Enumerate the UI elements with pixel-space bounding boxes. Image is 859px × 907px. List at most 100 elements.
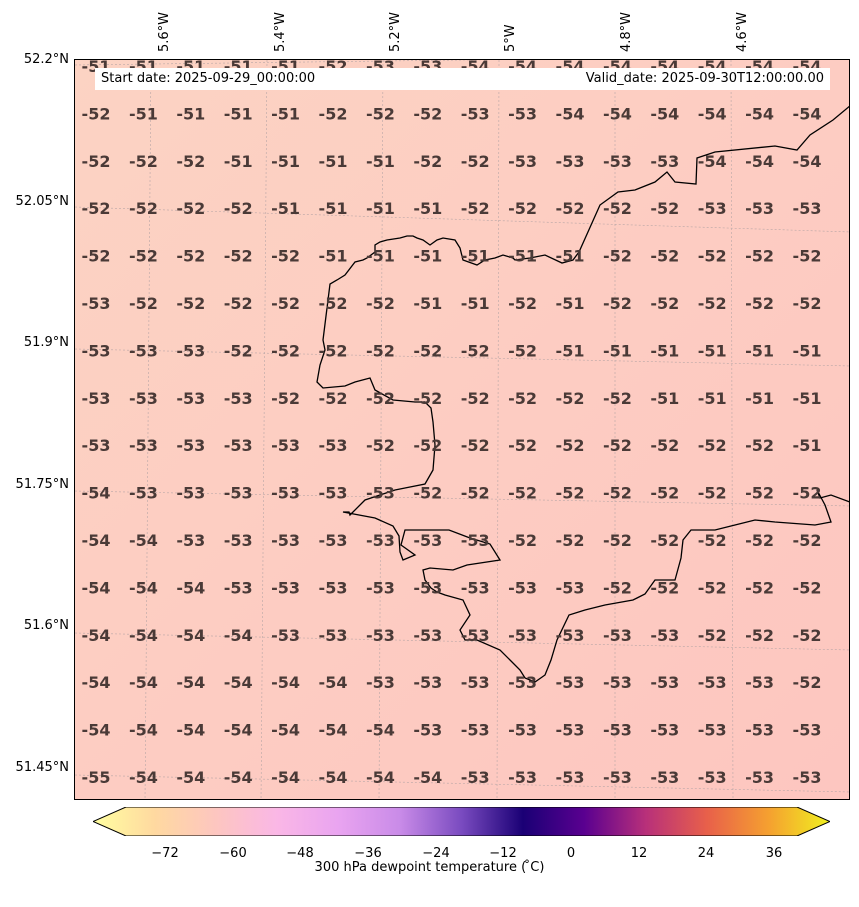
grid-value: -51 — [650, 389, 679, 408]
grid-value: -54 — [176, 578, 205, 597]
grid-value: -52 — [556, 531, 585, 550]
date-info-box: Start date: 2025-09-29_00:00:00 Valid_da… — [95, 68, 830, 90]
grid-value: -52 — [745, 626, 774, 645]
grid-value-layer: -51-51-51-51-51-52-53-53-54-54-54-54-54-… — [82, 60, 822, 787]
grid-value: -52 — [793, 673, 822, 692]
grid-value: -52 — [698, 247, 727, 266]
grid-value: -52 — [698, 436, 727, 455]
grid-value: -53 — [82, 341, 111, 360]
grid-value: -52 — [271, 341, 300, 360]
grid-value: -52 — [603, 436, 632, 455]
grid-value: -53 — [224, 436, 253, 455]
grid-value: -53 — [650, 626, 679, 645]
grid-value: -53 — [319, 436, 348, 455]
lon-label: 4.8°W — [619, 11, 634, 52]
grid-value: -54 — [271, 768, 300, 787]
grid-value: -52 — [650, 578, 679, 597]
grid-value: -52 — [366, 341, 395, 360]
grid-value: -53 — [271, 484, 300, 503]
grid-value: -53 — [556, 152, 585, 171]
grid-value: -53 — [650, 721, 679, 740]
grid-value: -54 — [129, 673, 158, 692]
grid-value: -52 — [556, 484, 585, 503]
grid-value: -54 — [271, 673, 300, 692]
grid-value: -53 — [224, 484, 253, 503]
grid-value: -52 — [508, 199, 537, 218]
grid-value: -53 — [793, 199, 822, 218]
grid-value: -52 — [603, 389, 632, 408]
grid-value: -52 — [461, 484, 490, 503]
grid-value: -53 — [508, 104, 537, 123]
grid-value: -54 — [603, 104, 632, 123]
grid-value: -53 — [603, 768, 632, 787]
grid-value: -53 — [271, 578, 300, 597]
grid-value: -54 — [366, 721, 395, 740]
grid-value: -54 — [319, 673, 348, 692]
lat-label: 51.75°N — [15, 477, 69, 492]
map-canvas: -51-51-51-51-51-52-53-53-54-54-54-54-54-… — [75, 60, 849, 799]
colorbar-tick: −60 — [219, 846, 247, 861]
grid-value: -51 — [224, 104, 253, 123]
grid-value: -51 — [319, 199, 348, 218]
grid-value: -53 — [224, 531, 253, 550]
grid-value: -52 — [366, 436, 395, 455]
colorbar-tick: −24 — [422, 846, 450, 861]
grid-value: -54 — [176, 673, 205, 692]
grid-value: -51 — [745, 389, 774, 408]
grid-value: -53 — [176, 341, 205, 360]
colorbar-tick: −36 — [354, 846, 382, 861]
grid-value: -52 — [698, 484, 727, 503]
grid-value: -54 — [793, 152, 822, 171]
grid-value: -52 — [319, 389, 348, 408]
grid-value: -52 — [793, 626, 822, 645]
grid-value: -53 — [413, 578, 442, 597]
grid-value: -52 — [745, 484, 774, 503]
grid-value: -53 — [413, 721, 442, 740]
grid-value: -52 — [508, 484, 537, 503]
grid-value: -52 — [745, 247, 774, 266]
lon-label: 5°W — [503, 24, 518, 52]
grid-value: -53 — [319, 626, 348, 645]
grid-value: -52 — [176, 199, 205, 218]
grid-value: -53 — [745, 768, 774, 787]
grid-value: -54 — [366, 768, 395, 787]
grid-value: -53 — [556, 673, 585, 692]
grid-value: -53 — [461, 626, 490, 645]
grid-value: -51 — [224, 152, 253, 171]
grid-value: -51 — [603, 341, 632, 360]
grid-value: -53 — [603, 673, 632, 692]
grid-value: -54 — [413, 768, 442, 787]
valid-date-label: Valid_date: 2025-09-30T12:00:00.00 — [585, 71, 824, 86]
grid-value: -53 — [650, 768, 679, 787]
grid-value: -52 — [319, 341, 348, 360]
grid-value: -52 — [793, 578, 822, 597]
grid-value: -52 — [82, 199, 111, 218]
grid-value: -54 — [745, 104, 774, 123]
grid-value: -53 — [413, 531, 442, 550]
colorbar-tick: 12 — [630, 846, 648, 861]
grid-value: -52 — [413, 389, 442, 408]
lat-label: 51.9°N — [23, 335, 69, 350]
grid-value: -53 — [508, 673, 537, 692]
grid-value: -53 — [698, 199, 727, 218]
coastline — [316, 105, 849, 683]
grid-value: -53 — [176, 389, 205, 408]
grid-value: -54 — [82, 531, 111, 550]
grid-value: -52 — [461, 389, 490, 408]
grid-value: -53 — [603, 152, 632, 171]
grid-value: -53 — [176, 484, 205, 503]
grid-value: -53 — [366, 531, 395, 550]
grid-value: -52 — [650, 484, 679, 503]
grid-value: -54 — [129, 626, 158, 645]
grid-value: -53 — [82, 294, 111, 313]
grid-value: -54 — [224, 768, 253, 787]
grid-value: -51 — [366, 152, 395, 171]
grid-value: -52 — [129, 199, 158, 218]
grid-value: -51 — [271, 199, 300, 218]
grid-value: -52 — [413, 436, 442, 455]
grid-value: -52 — [650, 436, 679, 455]
grid-value: -53 — [650, 673, 679, 692]
grid-value: -51 — [413, 294, 442, 313]
grid-value: -54 — [82, 673, 111, 692]
grid-value: -53 — [793, 768, 822, 787]
